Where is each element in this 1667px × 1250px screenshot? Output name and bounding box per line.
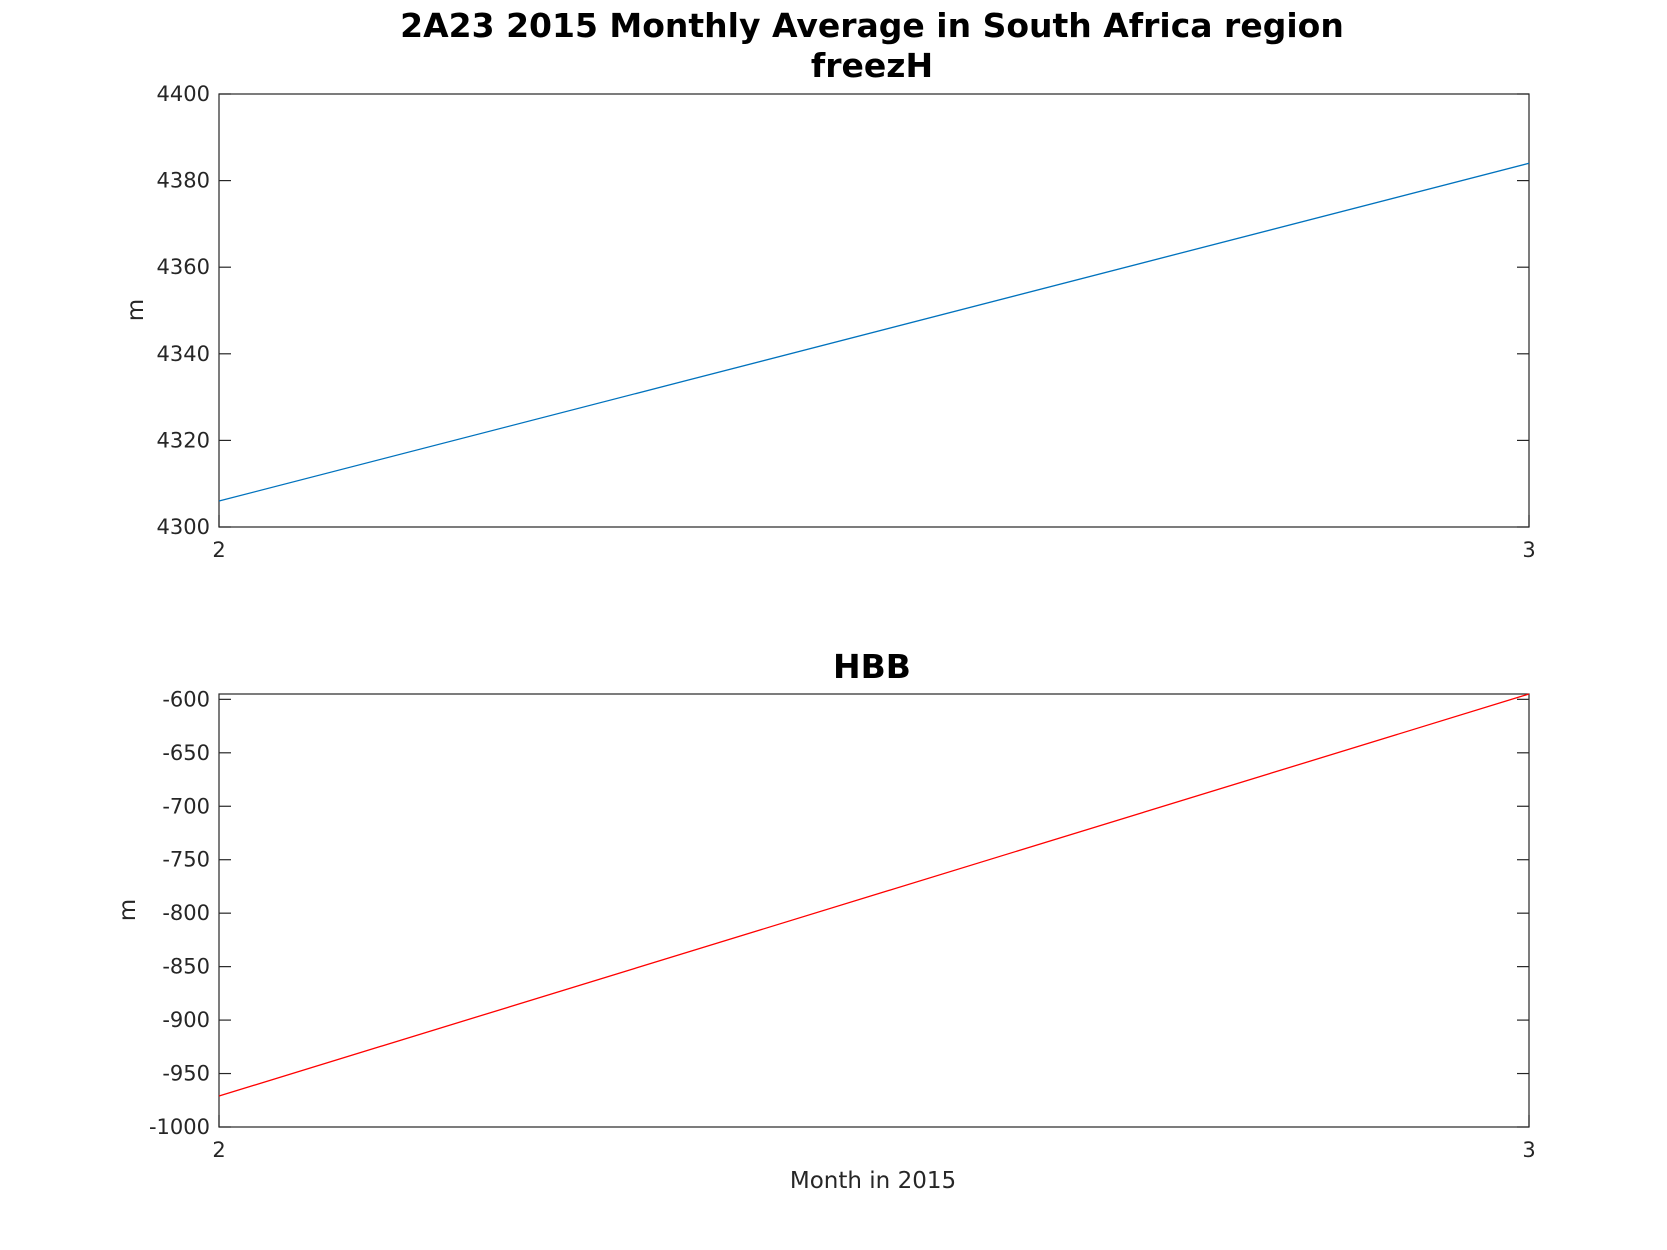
y-tick-label: -700 xyxy=(162,794,210,818)
y-tick-label: -900 xyxy=(162,1008,210,1032)
axes-box xyxy=(218,93,1530,528)
x-axis-label: Month in 2015 xyxy=(790,1168,956,1194)
y-tick-label: -750 xyxy=(162,848,210,872)
subplot-freezh: freezH 4300 4320 4340 4360 4380 4400 2 3 m xyxy=(123,46,1536,562)
y-tick-label: -800 xyxy=(162,901,210,925)
series-line xyxy=(218,693,1530,1097)
y-axis-label: m xyxy=(123,299,149,321)
y-tick-label: 4380 xyxy=(157,169,210,193)
tick-group: -1000 -950 -900 -850 -800 -750 -700 -650 -600 2 3 xyxy=(149,687,1536,1162)
series-group xyxy=(218,693,1530,1097)
y-tick-label: 4320 xyxy=(157,428,210,452)
axes-box xyxy=(218,693,1530,1128)
y-tick-label: 4340 xyxy=(157,342,210,366)
y-tick-label: 4400 xyxy=(157,82,210,106)
subplot-title: HBB xyxy=(833,647,911,686)
figure-title: 2A23 2015 Monthly Average in South Afric… xyxy=(400,6,1344,45)
y-tick-label: 4300 xyxy=(157,515,210,539)
y-tick-label: -1000 xyxy=(149,1115,210,1139)
x-tick-label: 2 xyxy=(212,538,225,562)
x-tick-label: 3 xyxy=(1522,538,1535,562)
series-line xyxy=(218,162,1530,502)
y-tick-label: -950 xyxy=(162,1062,210,1086)
subplot-title: freezH xyxy=(811,46,933,85)
y-tick-label: -600 xyxy=(162,687,210,711)
x-tick-label: 2 xyxy=(212,1138,225,1162)
tick-group: 4300 4320 4340 4360 4380 4400 2 3 xyxy=(157,82,1536,562)
x-tick-label: 3 xyxy=(1522,1138,1535,1162)
subplot-hbb: HBB -1000 -950 -900 -850 -800 -750 -700 -650 -60… xyxy=(115,647,1536,1194)
y-tick-label: 4360 xyxy=(157,255,210,279)
y-axis-label: m xyxy=(115,899,141,921)
y-tick-label: -850 xyxy=(162,955,210,979)
series-group xyxy=(218,162,1530,502)
y-tick-label: -650 xyxy=(162,741,210,765)
